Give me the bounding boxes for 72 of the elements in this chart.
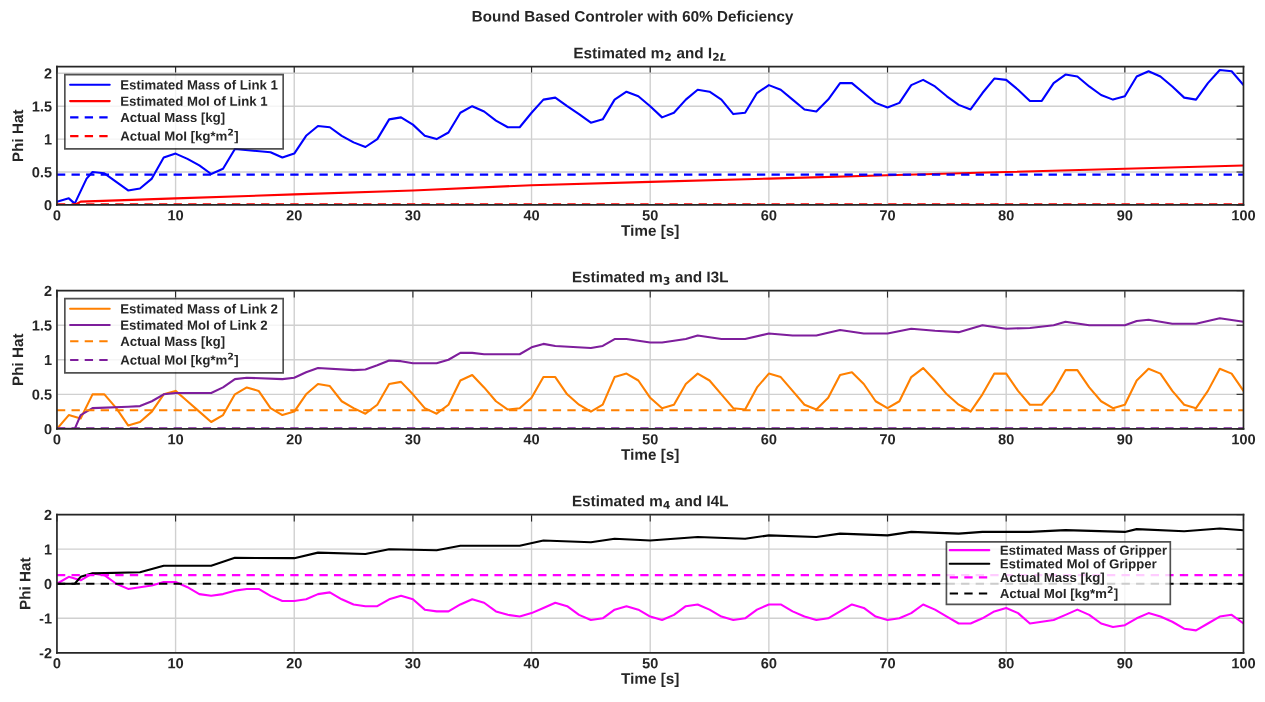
chart-subtitle: Estimated m$_{2}$ and I$_{2L}$ (574, 47, 726, 61)
x-tick-label: 0 (53, 658, 61, 669)
x-tick-label: 20 (286, 658, 302, 669)
y-tick-label: 1.5 (32, 320, 52, 331)
y-tick-label: 0 (44, 424, 52, 435)
legend-label: Actual MoI [kg*m$^{2}$] (120, 128, 238, 144)
x-tick-label: 80 (998, 658, 1014, 669)
legend-label: Actual Mass [kg] (120, 336, 225, 349)
x-tick-label: 40 (523, 434, 540, 445)
legend-label: Actual MoI [kg*m$^{2}$] (1000, 586, 1118, 601)
y-axis-title: Phi Hat (19, 557, 31, 610)
y-tick-label: 1 (44, 355, 52, 366)
x-tick-label: 0 (53, 210, 61, 221)
x-tick-label: 20 (286, 210, 302, 221)
legend-label: Estimated Mass of Link 2 (121, 303, 278, 314)
legend-label: Actual Mass [kg] (1000, 572, 1104, 585)
x-tick-label: 0 (53, 434, 61, 445)
x-tick-label: 100 (1232, 658, 1256, 669)
x-tick-label: 10 (168, 210, 184, 221)
x-tick-label: 30 (405, 434, 421, 445)
x-tick-label: 50 (642, 658, 658, 669)
y-tick-label: 0 (44, 200, 52, 211)
legend-label: Estimated Mass of Gripper (1000, 545, 1167, 558)
x-tick-label: 10 (168, 658, 184, 669)
x-tick-label: 40 (523, 210, 540, 221)
x-tick-label: 60 (761, 658, 777, 669)
x-tick-label: 70 (880, 434, 896, 445)
y-tick-label: 2 (44, 68, 52, 79)
x-tick-label: 40 (523, 658, 540, 669)
x-tick-label: 10 (168, 434, 184, 445)
line-series (56, 572, 1244, 632)
y-tick-label: 1 (44, 134, 52, 145)
x-tick-label: 100 (1232, 210, 1256, 221)
y-tick-label: -1 (39, 613, 52, 624)
y-tick-label: -2 (39, 647, 52, 659)
y-tick-label: 0.5 (32, 167, 52, 178)
line-series (56, 68, 1244, 205)
x-tick-label: 90 (1117, 658, 1133, 669)
x-tick-label: 20 (286, 434, 302, 445)
y-tick-label: 2 (44, 285, 52, 296)
x-tick-label: 70 (880, 658, 896, 669)
legend-label: Estimated MoI of Link 1 (121, 96, 268, 106)
y-axis-title: Phi Hat (12, 333, 24, 386)
y-axis-title: Phi Hat (12, 109, 24, 162)
x-axis-title: Time [s] (621, 448, 679, 463)
y-tick-label: 0 (44, 578, 52, 590)
x-tick-label: 30 (405, 658, 421, 669)
x-axis-title: Time [s] (621, 672, 679, 687)
x-tick-label: 90 (1117, 210, 1133, 221)
y-tick-label: 0.5 (32, 389, 52, 400)
chart-title: Estimated m$_{3}$ and I3L (572, 271, 729, 285)
x-tick-label: 50 (642, 434, 658, 445)
chart-title: Bound Based Controler with 60% Deficiency (472, 10, 794, 25)
legend-label: Actual Mass [kg] (120, 112, 225, 125)
legend-label: Estimated MoI of Gripper (1000, 558, 1157, 572)
legend-label: Actual MoI [kg*m$^{2}$] (120, 352, 238, 368)
y-tick-label: 2 (44, 509, 52, 520)
x-tick-label: 60 (761, 434, 777, 445)
x-tick-label: 70 (880, 210, 896, 221)
x-tick-label: 90 (1117, 434, 1133, 445)
x-tick-label: 100 (1232, 434, 1256, 445)
legend-label: Estimated MoI of Link 2 (121, 320, 268, 330)
x-tick-label: 60 (761, 210, 777, 221)
x-axis-title: Time [s] (621, 224, 679, 240)
legend-label: Estimated Mass of Link 1 (121, 79, 278, 90)
chart-title: Estimated m$_{4}$ and I4L (572, 495, 729, 509)
y-tick-label: 1 (44, 544, 52, 555)
x-tick-label: 80 (998, 434, 1014, 445)
y-tick-label: 1.5 (32, 101, 52, 112)
x-tick-label: 80 (998, 210, 1014, 221)
x-tick-label: 30 (405, 210, 421, 221)
x-tick-label: 50 (642, 210, 658, 221)
